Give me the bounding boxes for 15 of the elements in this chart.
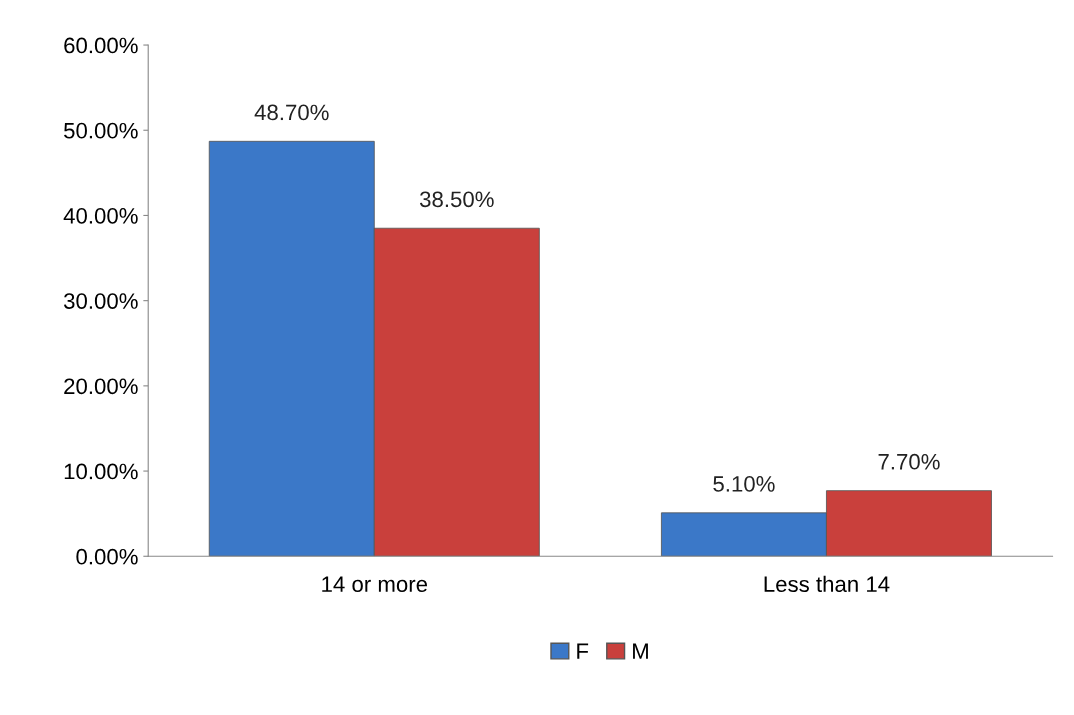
legend-label: F bbox=[577, 643, 589, 659]
y-tick-label: 0.00% bbox=[76, 548, 138, 565]
y-tick-label: 60.00% bbox=[64, 37, 138, 54]
legend-label: M bbox=[633, 643, 648, 659]
data-label: 5.10% bbox=[713, 476, 775, 492]
x-tick-label: 14 or more bbox=[322, 576, 428, 593]
data-label: 48.70% bbox=[254, 104, 329, 121]
x-tick-label: Less than 14 bbox=[764, 575, 890, 593]
y-tick-label: 20.00% bbox=[64, 378, 138, 395]
y-tick-label: 40.00% bbox=[63, 207, 138, 224]
data-label: 7.70% bbox=[878, 453, 940, 470]
y-tick-label: 10.00% bbox=[64, 463, 138, 480]
data-label: 38.50% bbox=[419, 191, 494, 208]
y-tick-label: 30.00% bbox=[63, 293, 138, 309]
y-tick-label: 50.00% bbox=[64, 122, 138, 139]
